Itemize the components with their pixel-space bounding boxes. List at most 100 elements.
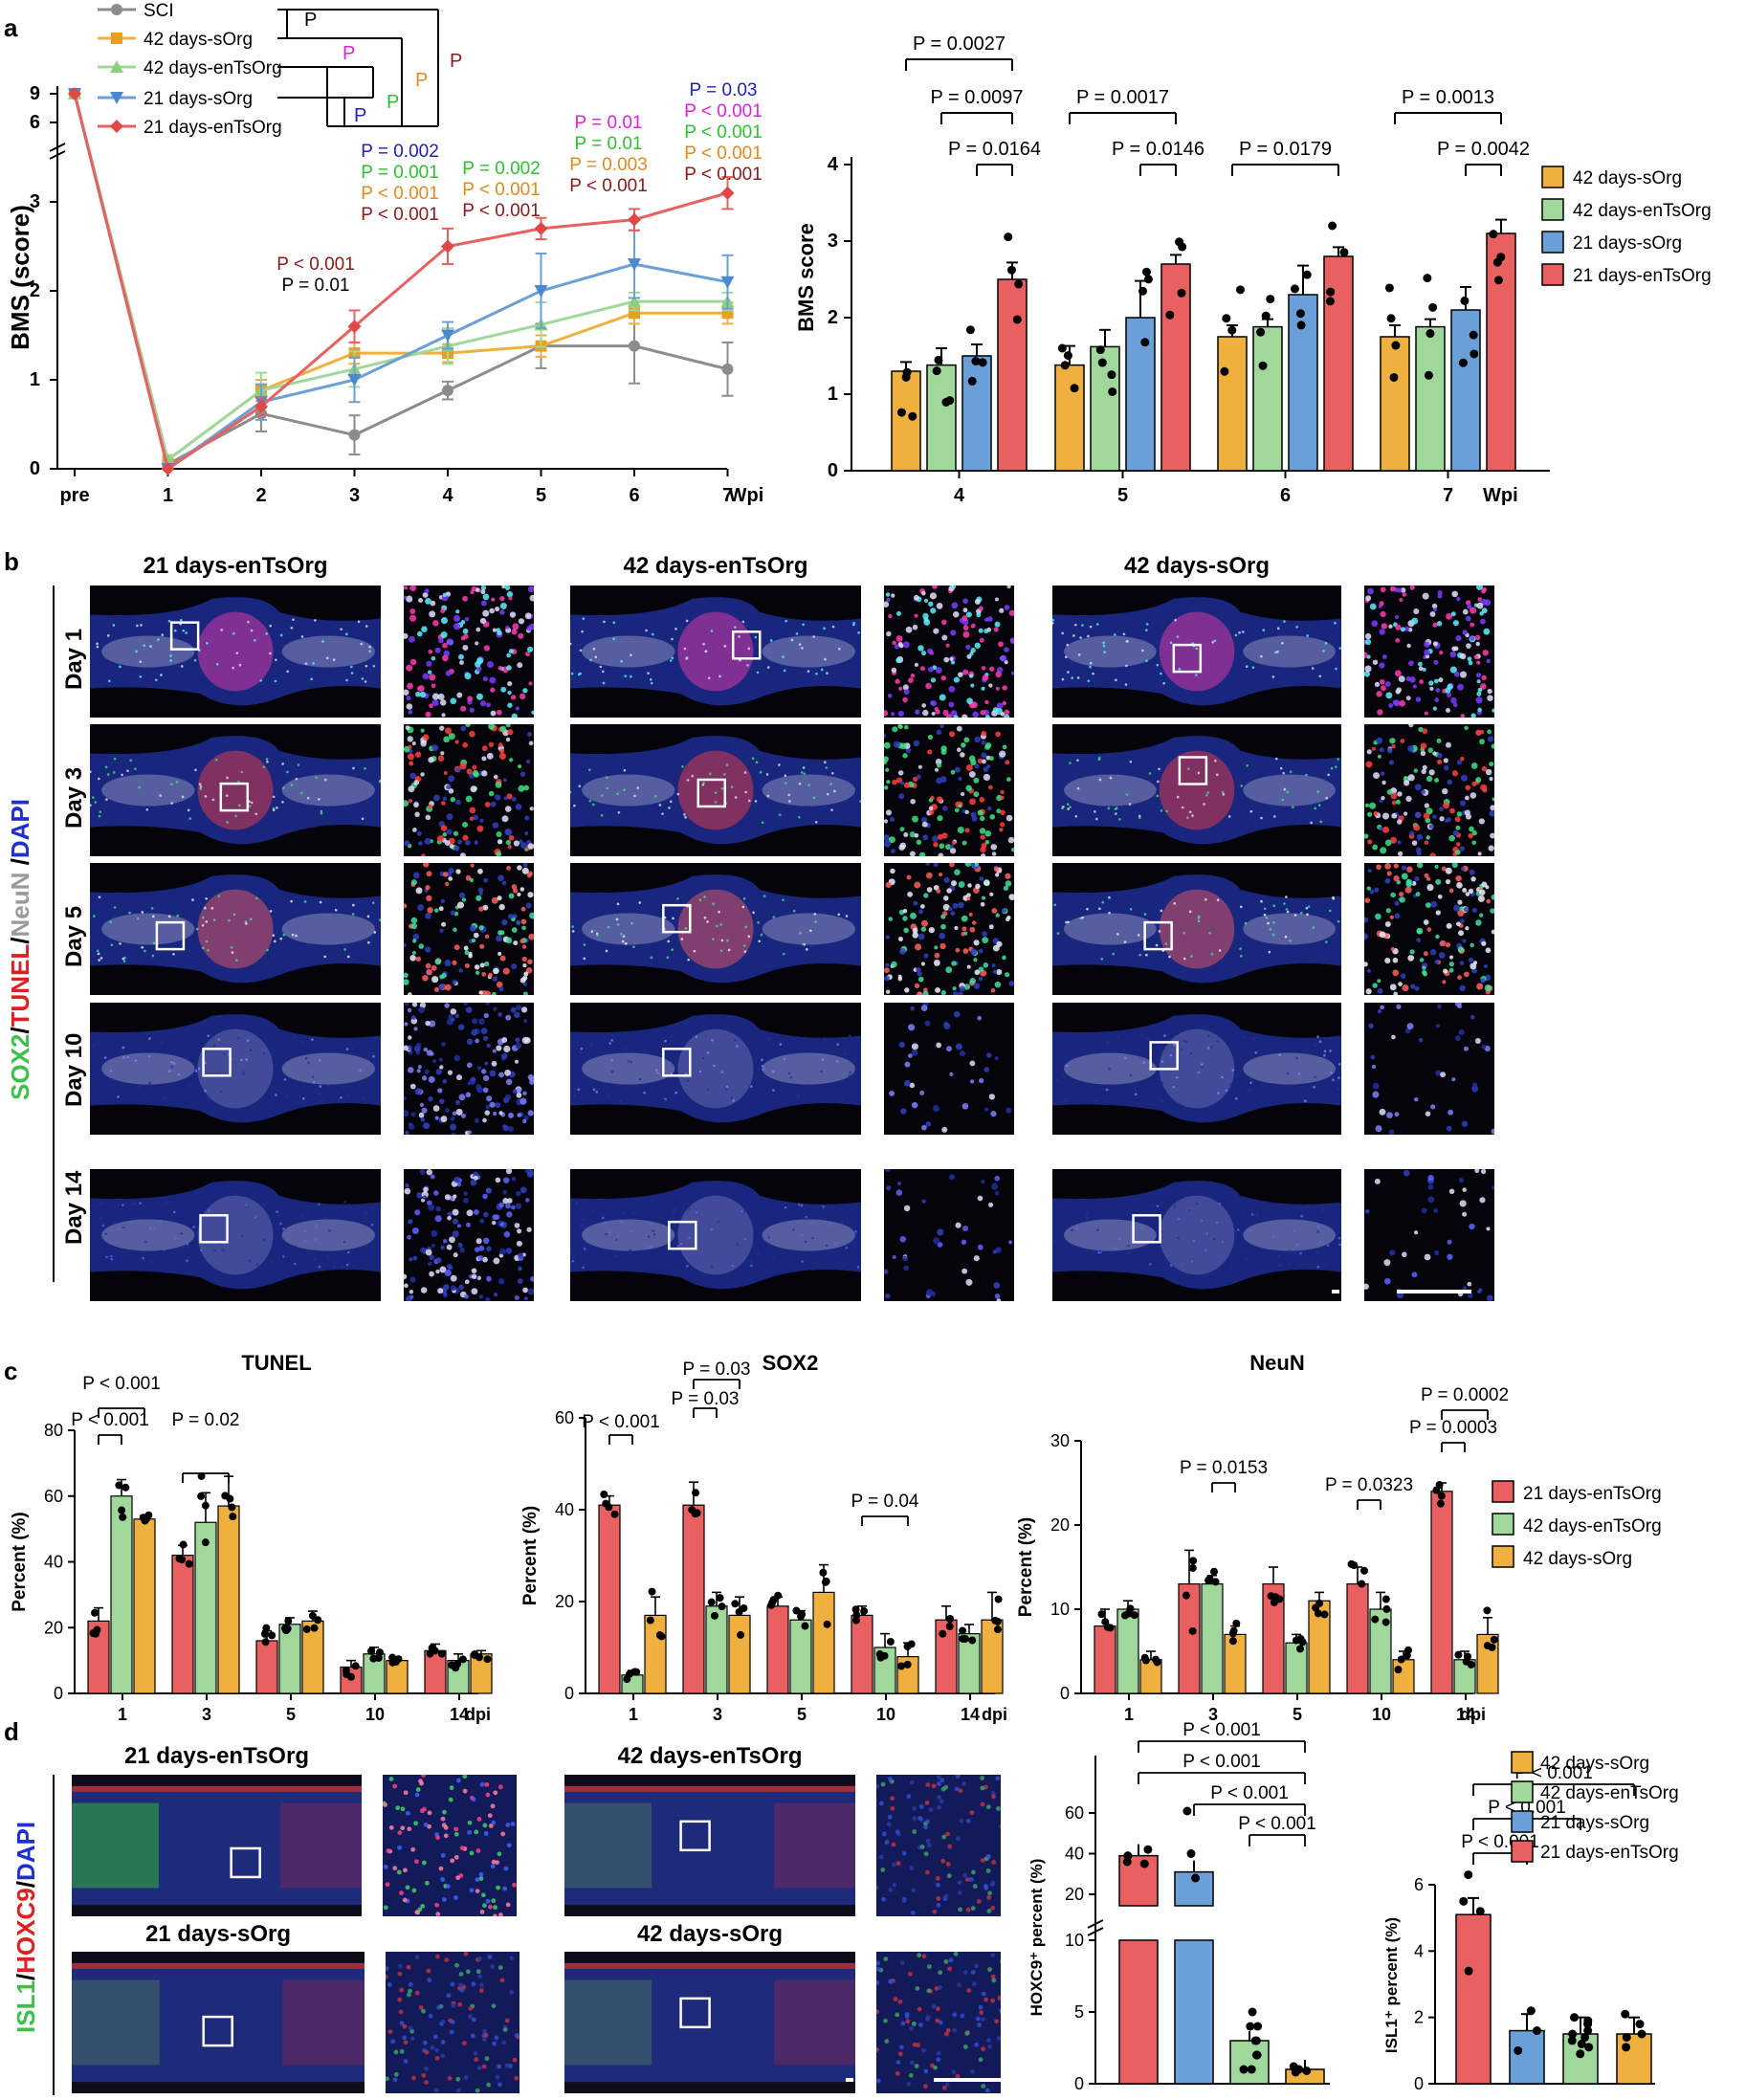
data-dot — [623, 1675, 631, 1684]
cell-dot — [286, 670, 289, 674]
cell-dot — [424, 588, 430, 594]
cell-dot — [895, 2070, 900, 2076]
bar — [1346, 1583, 1369, 1694]
cell-dot — [1002, 744, 1007, 750]
day-label: Day 5 — [61, 905, 87, 967]
cell-dot — [884, 1169, 891, 1173]
data-dot — [801, 1622, 809, 1630]
cell-dot — [421, 1775, 426, 1778]
cell-dot — [473, 814, 478, 821]
microscopy-tissue-section — [1052, 863, 1341, 995]
cell-dot — [885, 767, 890, 772]
data-dot — [1063, 351, 1072, 361]
panel-label-b: b — [4, 547, 19, 576]
data-dot — [1475, 1907, 1485, 1916]
cell-dot — [1428, 824, 1434, 829]
cell-dot — [876, 2078, 881, 2084]
cell-dot — [496, 935, 503, 942]
cell-dot — [502, 1125, 509, 1132]
cell-dot — [761, 1065, 764, 1068]
cell-dot — [523, 1296, 528, 1301]
cell-dot — [395, 1805, 401, 1811]
cell-dot — [1446, 708, 1450, 713]
cell-dot — [104, 765, 108, 769]
cell-dot — [522, 863, 528, 868]
cell-dot — [971, 815, 978, 822]
cell-dot — [886, 630, 892, 637]
cell-dot — [388, 1824, 394, 1830]
cell-dot — [504, 586, 511, 590]
cell-dot — [149, 645, 152, 648]
cell-dot — [1245, 665, 1249, 668]
cell-dot — [361, 817, 365, 821]
cell-dot — [435, 1257, 442, 1264]
data-dot — [1622, 2043, 1631, 2052]
cell-dot — [925, 1838, 931, 1844]
cell-dot — [1471, 829, 1477, 836]
cell-dot — [1364, 917, 1369, 923]
cell-dot — [1176, 635, 1180, 638]
cell-dot — [1325, 796, 1329, 800]
cell-dot — [590, 930, 594, 933]
cell-dot — [411, 1003, 418, 1007]
data-dot — [1302, 2067, 1312, 2075]
cell-dot — [404, 979, 409, 985]
cell-dot — [101, 1224, 105, 1227]
cell-dot — [968, 912, 973, 917]
cell-dot — [1085, 1217, 1089, 1220]
cell-dot — [1452, 829, 1459, 836]
cell-dot — [265, 758, 269, 761]
cell-dot — [434, 2056, 440, 2061]
cell-dot — [98, 895, 101, 899]
cell-dot — [895, 1829, 900, 1835]
roi-box — [1143, 920, 1173, 951]
cell-dot — [1377, 979, 1381, 984]
cell-dot — [505, 1823, 511, 1827]
cell-dot — [463, 1197, 469, 1204]
cell-dot — [581, 1223, 585, 1227]
cell-dot — [1081, 1048, 1084, 1050]
cell-dot — [409, 1294, 414, 1299]
cell-dot — [892, 1862, 896, 1868]
cell-dot — [1157, 780, 1160, 784]
cell-dot — [462, 595, 469, 602]
cell-dot — [884, 967, 890, 974]
cell-dot — [1393, 991, 1398, 995]
cell-dot — [988, 1202, 994, 1207]
cell-dot — [511, 713, 519, 718]
cell-dot — [418, 943, 425, 949]
cell-dot — [404, 689, 409, 696]
cell-dot — [530, 1276, 534, 1282]
cell-dot — [476, 1086, 483, 1094]
cell-dot — [411, 1888, 417, 1893]
data-dot — [1436, 1499, 1445, 1508]
cell-dot — [1426, 876, 1431, 881]
tissue-render — [1052, 597, 1341, 706]
cell-dot — [1386, 788, 1393, 795]
cell-dot — [1431, 603, 1438, 609]
stain-label-part: / — [6, 1027, 34, 1034]
cell-dot — [1374, 681, 1381, 687]
cell-dot — [501, 1052, 508, 1059]
cell-dot — [936, 729, 942, 736]
cell-dot — [798, 643, 802, 646]
cell-dot — [961, 926, 967, 932]
cell-dot — [1187, 767, 1190, 770]
cell-dot — [511, 629, 518, 635]
data-dot — [1490, 1635, 1498, 1644]
cell-dot — [522, 1091, 527, 1095]
y-tick-label: 3 — [30, 191, 40, 212]
cell-dot — [1435, 910, 1441, 916]
cell-dot — [248, 1259, 252, 1263]
cell-dot — [1285, 908, 1289, 911]
cell-dot — [451, 2002, 456, 2008]
lesion-region — [677, 1195, 754, 1275]
bar — [1116, 1608, 1139, 1694]
cell-dot — [502, 1177, 510, 1184]
data-dot — [1295, 1645, 1304, 1653]
cell-dot — [1289, 770, 1293, 774]
cell-dot — [727, 948, 731, 952]
cell-dot — [965, 611, 972, 618]
cell-dot — [703, 916, 707, 919]
cell-dot — [730, 785, 734, 788]
